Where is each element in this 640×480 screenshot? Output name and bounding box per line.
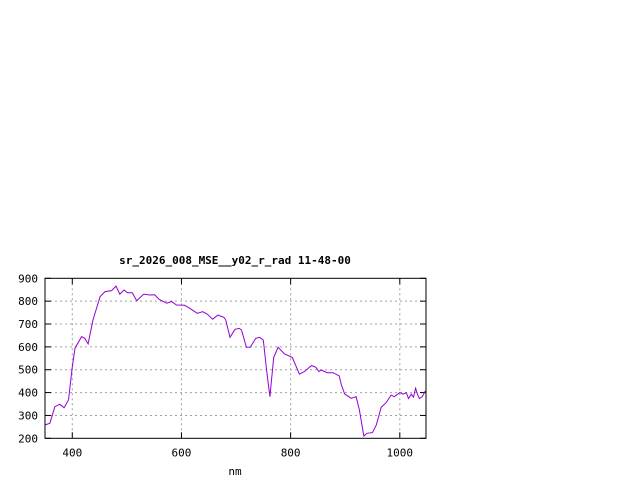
chart-title: sr_2026_008_MSE__y02_r_rad 11-48-00 <box>119 254 351 267</box>
y-tick-label: 400 <box>18 387 38 400</box>
grid <box>45 278 426 439</box>
x-tick-label: 1000 <box>387 446 414 459</box>
y-tick-label: 500 <box>18 364 38 377</box>
x-tick-label: 400 <box>62 446 82 459</box>
y-tick-label: 700 <box>18 318 38 331</box>
y-tick-label: 800 <box>18 295 38 308</box>
x-axis-label: nm <box>228 465 242 478</box>
x-tick-label: 800 <box>281 446 301 459</box>
y-tick-label: 200 <box>18 432 38 445</box>
series-line <box>44 285 426 437</box>
y-tick-label: 300 <box>18 409 38 422</box>
y-tick-label: 600 <box>18 341 38 354</box>
plot-frame <box>44 277 427 439</box>
axis-ticks: 200 300 400 500 600 700 800 900 400 600 800 1000 <box>18 272 426 459</box>
y-tick-label: 900 <box>18 272 38 285</box>
x-tick-label: 600 <box>172 446 192 459</box>
